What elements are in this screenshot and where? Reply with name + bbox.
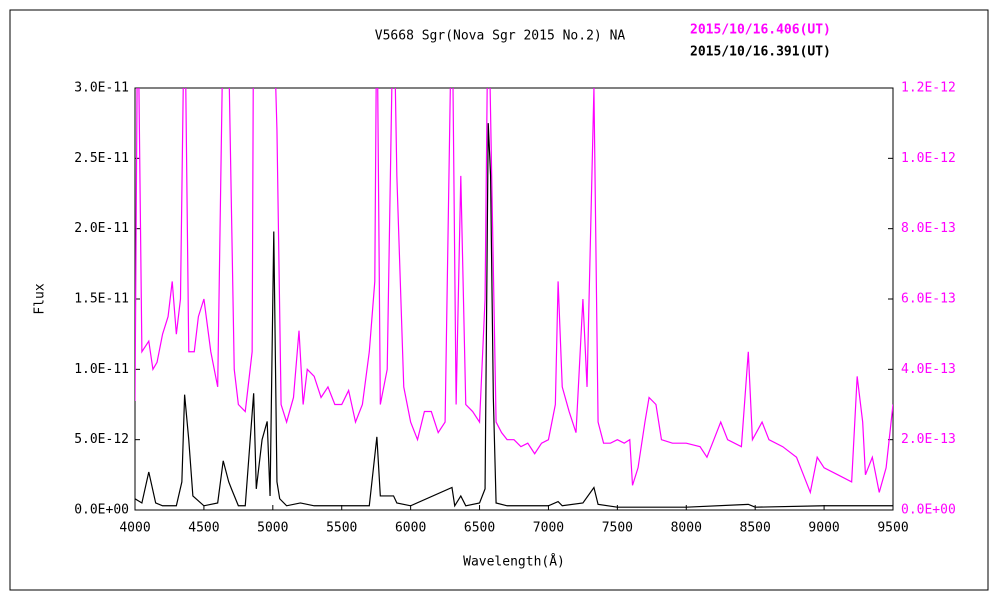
legend-label: 2015/10/16.406(UT) — [690, 23, 831, 38]
y2-tick-label: 8.0E-13 — [901, 221, 956, 236]
y2-tick-label: 1.0E-12 — [901, 151, 956, 166]
x-tick-label: 8500 — [740, 521, 771, 536]
y-tick-label: 1.0E-11 — [74, 362, 129, 377]
x-tick-label: 6000 — [395, 521, 426, 536]
y2-tick-label: 6.0E-13 — [901, 292, 956, 307]
y-tick-label: 2.5E-11 — [74, 151, 129, 166]
y-tick-label: 5.0E-12 — [74, 432, 129, 447]
y-tick-label: 1.5E-11 — [74, 292, 129, 307]
x-tick-label: 8000 — [671, 521, 702, 536]
legend-label: 2015/10/16.391(UT) — [690, 45, 831, 60]
x-tick-label: 9500 — [877, 521, 908, 536]
y-axis-label: Flux — [33, 283, 48, 314]
spectrum-line — [135, 88, 893, 495]
y-tick-label: 2.0E-11 — [74, 221, 129, 236]
spectrum-line — [135, 123, 893, 508]
x-tick-label: 7000 — [533, 521, 564, 536]
x-axis-label: Wavelength(Å) — [463, 554, 565, 570]
x-tick-label: 5000 — [257, 521, 288, 536]
plot-area — [134, 87, 894, 511]
x-tick-label: 7500 — [602, 521, 633, 536]
x-tick-label: 4000 — [119, 521, 150, 536]
x-tick-label: 4500 — [188, 521, 219, 536]
y-tick-label: 3.0E-11 — [74, 81, 129, 96]
x-tick-label: 9000 — [808, 521, 839, 536]
y2-tick-label: 2.0E-13 — [901, 432, 956, 447]
x-tick-label: 5500 — [326, 521, 357, 536]
plot-lines — [135, 88, 893, 508]
y2-tick-label: 0.0E+00 — [901, 503, 956, 518]
frame — [9, 9, 989, 591]
y2-tick-label: 4.0E-13 — [901, 362, 956, 377]
y2-tick-label: 1.2E-12 — [901, 81, 956, 96]
y-tick-label: 0.0E+00 — [74, 503, 129, 518]
x-tick-label: 6500 — [464, 521, 495, 536]
chart-title: V5668 Sgr(Nova Sgr 2015 No.2) NA — [375, 29, 626, 44]
